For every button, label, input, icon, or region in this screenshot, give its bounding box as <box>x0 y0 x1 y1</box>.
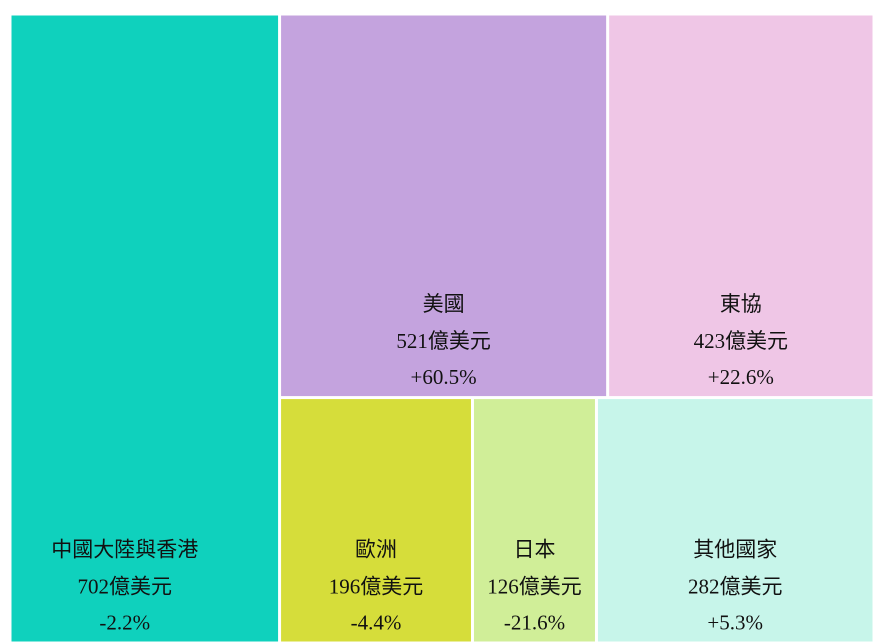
change-label: -21.6% <box>504 610 565 634</box>
value-label: 126億美元 <box>487 574 582 598</box>
value-label: 282億美元 <box>688 574 783 598</box>
change-label: -4.4% <box>351 610 402 634</box>
treemap-tile <box>609 15 873 397</box>
treemap-tile <box>597 399 873 642</box>
treemap-tile <box>11 15 279 642</box>
category-label: 歐洲 <box>355 537 397 561</box>
value-label: 521億美元 <box>396 329 491 353</box>
category-label: 中國大陸與香港 <box>51 537 198 561</box>
category-label: 日本 <box>513 537 555 561</box>
category-label: 其他國家 <box>693 537 777 561</box>
change-label: -2.2% <box>99 610 150 634</box>
change-label: +22.6% <box>708 365 774 389</box>
treemap-tile <box>473 399 595 642</box>
change-label: +60.5% <box>411 365 477 389</box>
treemap-tile <box>281 15 607 397</box>
treemap-tile <box>281 399 471 642</box>
value-label: 702億美元 <box>78 574 173 598</box>
category-label: 美國 <box>423 292 465 316</box>
value-label: 423億美元 <box>694 329 789 353</box>
category-label: 東協 <box>720 292 762 316</box>
value-label: 196億美元 <box>329 574 424 598</box>
change-label: +5.3% <box>707 610 763 634</box>
